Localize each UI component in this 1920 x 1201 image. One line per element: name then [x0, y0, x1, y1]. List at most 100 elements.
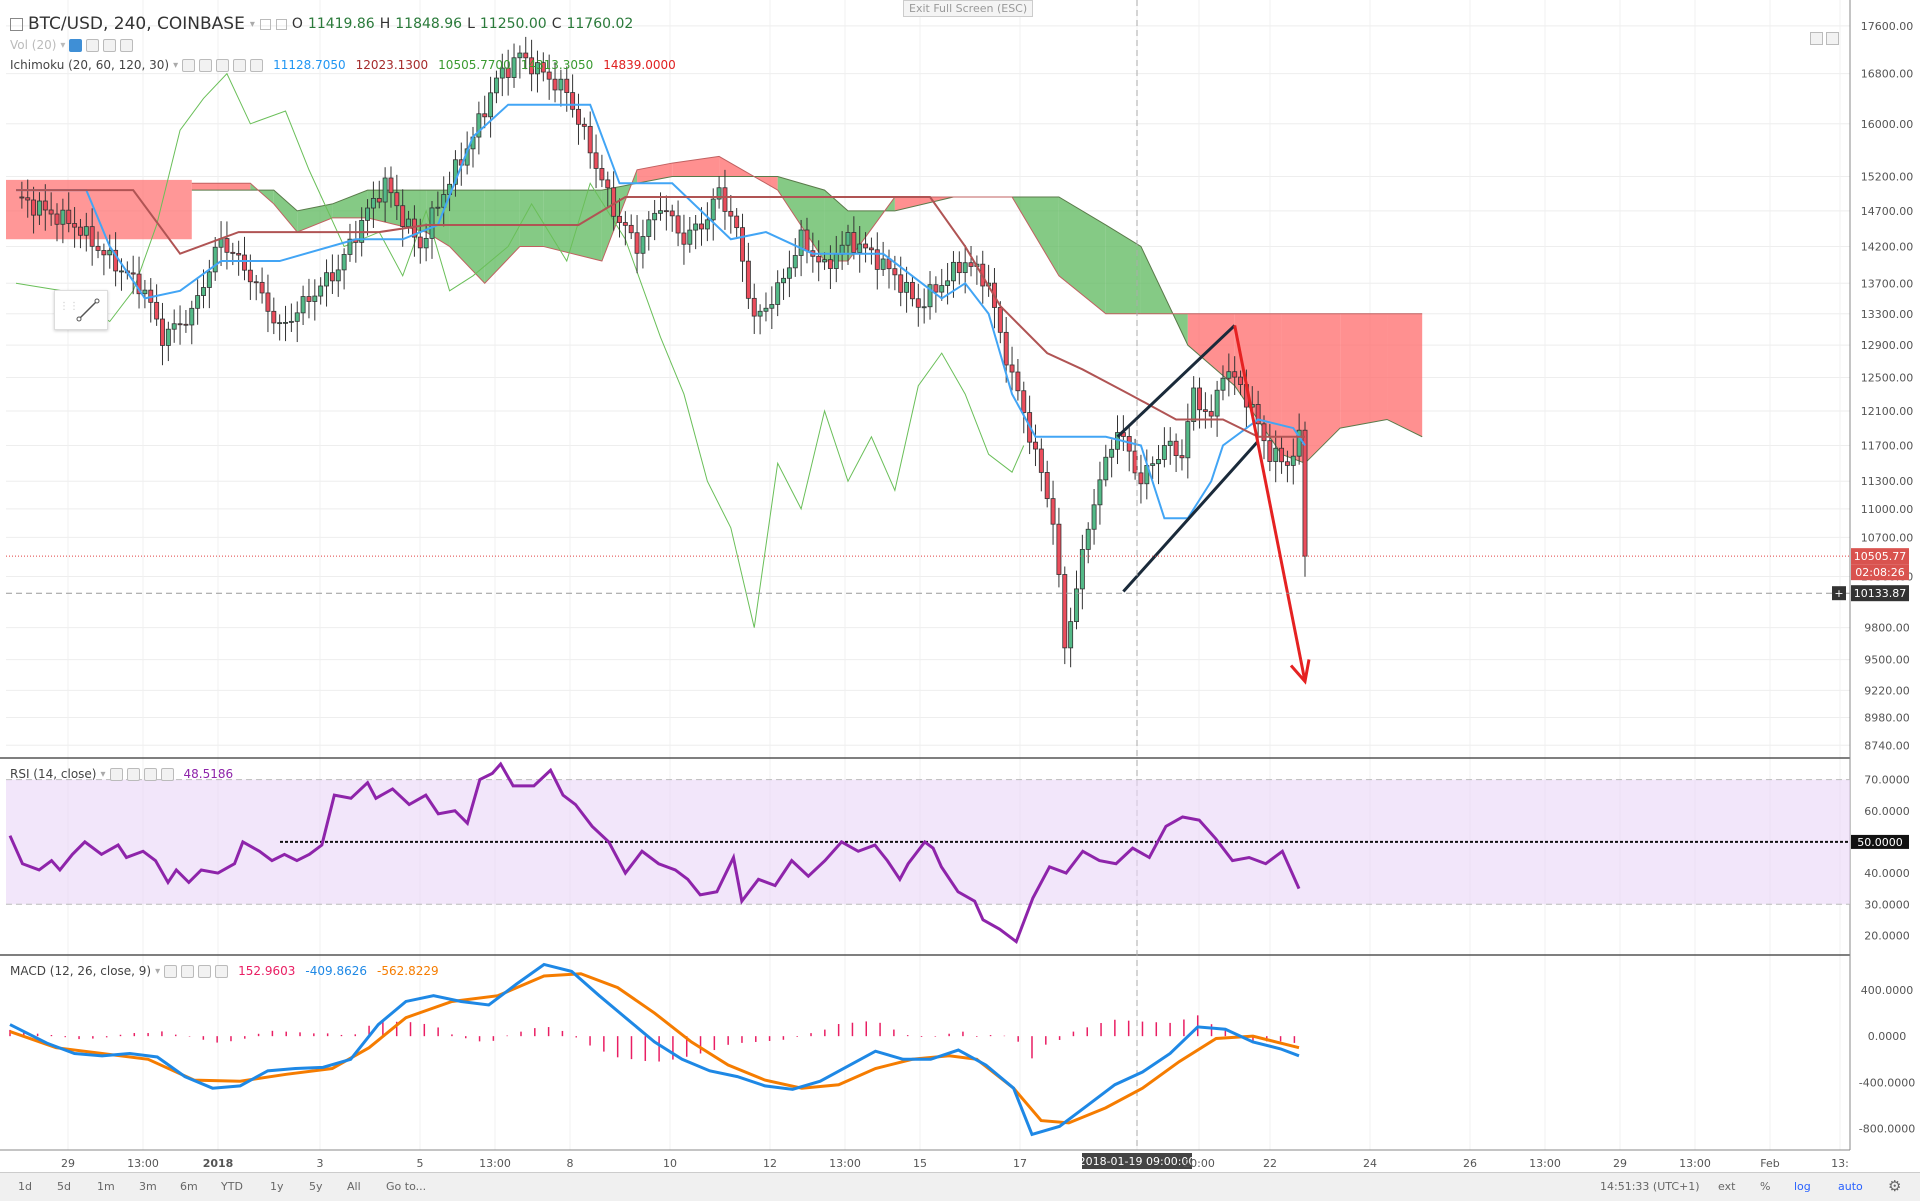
chevron-down-icon[interactable]: ▾: [173, 59, 179, 71]
time-axis-label: 26: [1463, 1157, 1477, 1170]
range-ytd[interactable]: YTD: [221, 1180, 243, 1193]
candle-body: [1003, 331, 1009, 366]
chevron-down-icon[interactable]: ▾: [155, 965, 161, 977]
candle-body: [1220, 377, 1226, 391]
plus-icon[interactable]: [233, 58, 247, 72]
time-axis-label: 22: [1263, 1157, 1277, 1170]
candle-body: [306, 296, 312, 302]
candle-body: [95, 245, 101, 251]
candle-body: [669, 210, 675, 217]
candles: [19, 36, 1308, 668]
ohlc-close-label: C: [551, 16, 562, 32]
rsi-line: [8, 761, 1301, 945]
ichimoku-conversion-value: 11128.7050: [273, 58, 346, 72]
rsi-legend[interactable]: RSI (14, close) ▾ 48.5186: [10, 767, 233, 781]
candle-body: [318, 285, 324, 297]
candle-body: [1273, 447, 1279, 462]
candle-body: [19, 196, 25, 199]
gear-icon[interactable]: ⚙: [1888, 1177, 1902, 1195]
candle-body: [804, 229, 810, 252]
rsi-value: 48.5186: [183, 767, 234, 781]
time-axis-label: 12: [763, 1157, 777, 1170]
candle-body: [1238, 376, 1244, 385]
range-5d[interactable]: 5d: [57, 1180, 71, 1193]
toggle-auto[interactable]: auto: [1838, 1180, 1863, 1193]
settings-icon[interactable]: [259, 18, 271, 30]
ohlc-open-label: O: [291, 16, 303, 32]
candle-body: [72, 223, 78, 228]
exit-fullscreen-tooltip[interactable]: Exit Full Screen (ESC): [903, 0, 1034, 17]
chevron-down-icon[interactable]: ▾: [100, 768, 106, 780]
vol-legend[interactable]: Vol (20) ▾: [10, 38, 134, 52]
trend-arrow-line: [1233, 325, 1307, 682]
range-3m[interactable]: 3m: [139, 1180, 157, 1193]
plus-icon[interactable]: [198, 964, 212, 978]
symbol-name[interactable]: BTC/USD, 240, COINBASE: [28, 14, 245, 34]
goto-button[interactable]: Go to...: [386, 1180, 427, 1193]
candle-body: [423, 237, 429, 249]
drag-handle-icon[interactable]: ⋮⋮: [59, 301, 79, 312]
ichimoku-legend[interactable]: Ichimoku (20, 60, 120, 30) ▾ 11128.7050 …: [10, 58, 676, 72]
eye-icon[interactable]: [69, 38, 83, 52]
toggle-ext[interactable]: ext: [1718, 1180, 1736, 1193]
collapse-box-icon[interactable]: [10, 17, 23, 31]
pane-arrow-down-icon[interactable]: [1826, 32, 1839, 45]
eye-icon[interactable]: [164, 964, 178, 978]
candle-body: [576, 108, 581, 125]
pane-arrow-up-icon[interactable]: [1810, 32, 1823, 45]
settings-icon[interactable]: [86, 38, 100, 52]
candle-body: [142, 289, 148, 295]
candle-body: [394, 192, 400, 207]
plus-icon[interactable]: [103, 38, 117, 52]
rsi-axis-label: 30.0000: [1864, 898, 1910, 911]
close-icon[interactable]: [160, 767, 174, 781]
range-all[interactable]: All: [347, 1180, 361, 1193]
compare-icon[interactable]: [275, 18, 287, 30]
range-1m[interactable]: 1m: [97, 1180, 115, 1193]
trend-line-tool-icon[interactable]: [78, 300, 98, 320]
range-1y[interactable]: 1y: [270, 1180, 284, 1193]
candle-body: [722, 187, 728, 212]
plus-icon[interactable]: [143, 767, 157, 781]
ichimoku-cloud-segment: [1305, 313, 1341, 464]
rsi-axis-label: 70.0000: [1864, 774, 1910, 787]
drawing-toolbox[interactable]: ⋮⋮: [54, 290, 108, 330]
settings-icon[interactable]: [181, 964, 195, 978]
close-icon[interactable]: [250, 58, 264, 72]
candle-body: [845, 232, 851, 246]
candle-body: [863, 243, 869, 249]
ichimoku-cloud-segment: [1105, 224, 1141, 314]
candle-body: [1208, 411, 1214, 417]
chevron-down-icon[interactable]: ▾: [60, 39, 66, 51]
range-5y[interactable]: 5y: [309, 1180, 323, 1193]
macd-legend[interactable]: MACD (12, 26, close, 9) ▾ 152.9603 -409.…: [10, 964, 439, 978]
price-axis-label: 16800.00: [1861, 68, 1914, 81]
candle-body: [77, 226, 83, 236]
candle-body: [1015, 371, 1021, 392]
toggle-percent[interactable]: %: [1760, 1180, 1771, 1193]
macd-signal-line: [9, 972, 1300, 1125]
settings-icon[interactable]: [199, 58, 213, 72]
close-icon[interactable]: [120, 38, 134, 52]
format-icon[interactable]: [216, 58, 230, 72]
candle-body: [31, 199, 37, 216]
eye-icon[interactable]: [109, 767, 123, 781]
settings-icon[interactable]: [126, 767, 140, 781]
range-6m[interactable]: 6m: [180, 1180, 198, 1193]
candle-body: [581, 123, 587, 127]
candle-body: [763, 307, 769, 312]
close-icon[interactable]: [215, 964, 229, 978]
range-1d[interactable]: 1d: [18, 1180, 32, 1193]
candle-body: [165, 328, 171, 346]
time-axis-label: 8: [567, 1157, 574, 1170]
ohlc-high-label: H: [379, 16, 391, 32]
candle-body: [171, 323, 177, 330]
chevron-down-icon[interactable]: ▾: [249, 18, 255, 30]
candle-body: [441, 194, 447, 208]
candle-body: [921, 306, 927, 309]
eye-icon[interactable]: [182, 58, 196, 72]
countdown-badge: [1851, 564, 1909, 581]
candle-body: [388, 177, 394, 194]
toggle-log[interactable]: log: [1794, 1180, 1811, 1193]
